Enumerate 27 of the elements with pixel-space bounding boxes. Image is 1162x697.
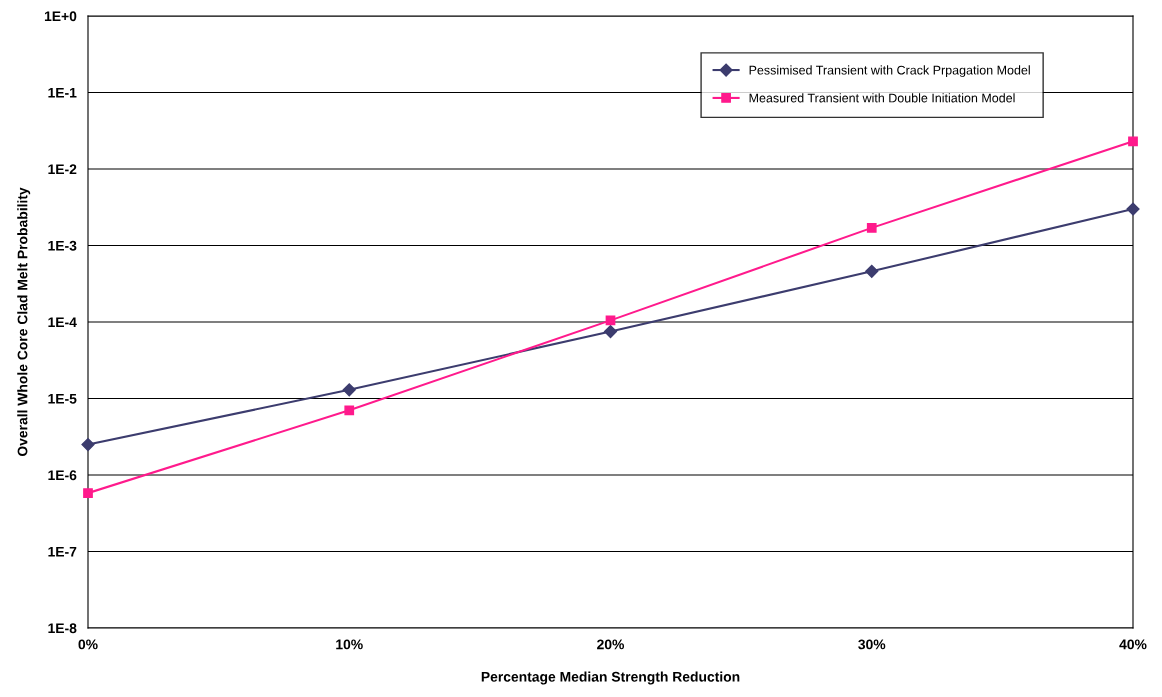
x-tick-label: 30% [858, 639, 886, 650]
point [865, 264, 879, 278]
x-tick-label: 40% [1119, 639, 1147, 650]
point [603, 324, 618, 339]
x-axis-title: Percentage Median Strength Reduction [481, 671, 740, 685]
point [866, 223, 877, 233]
point [1128, 136, 1138, 147]
x-tick-label: 20% [597, 639, 625, 650]
point [83, 488, 93, 498]
y-axis-title: Overall Whole Core Clad Melt Probability [17, 187, 31, 457]
point [344, 405, 355, 416]
x-tick-label: 0% [78, 639, 98, 650]
y-tick-label: 1E-5 [48, 393, 77, 404]
legend-label: Measured Transient with Double Initiation Model [749, 93, 1015, 103]
y-tick-label: 1E-1 [48, 87, 77, 98]
y-tick-label: 1E-7 [48, 546, 77, 557]
y-tick-label: 1E-3 [48, 240, 77, 251]
y-tick-label: 1E-8 [48, 623, 77, 634]
point [81, 437, 95, 452]
y-tick-label: 1E-4 [48, 317, 77, 328]
point [342, 383, 356, 397]
y-tick-label: 1E-6 [48, 470, 77, 481]
x-tick-label: 10% [336, 639, 363, 650]
point [1126, 202, 1140, 216]
legend-label: Pessimised Transient with Crack Prpagation Model [749, 65, 1030, 77]
y-tick-label: 1E-2 [48, 164, 77, 175]
y-tick-label: 1E+0 [44, 11, 77, 22]
